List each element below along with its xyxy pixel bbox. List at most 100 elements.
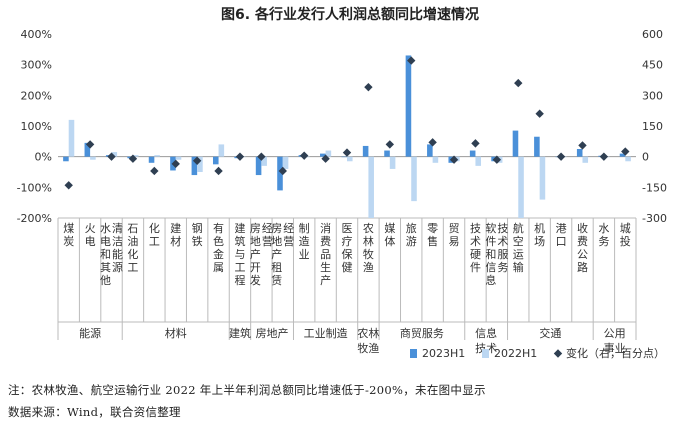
category-label: 收费公路 bbox=[577, 221, 588, 274]
legend-label: 2022H1 bbox=[494, 347, 537, 360]
change-marker bbox=[621, 147, 630, 156]
bar-2023H1 bbox=[212, 156, 219, 165]
bar-2022H1 bbox=[432, 156, 439, 163]
y-left-tick-label: -200% bbox=[17, 212, 52, 225]
y-right-tick-label: 150 bbox=[642, 120, 663, 133]
change-marker bbox=[150, 166, 159, 176]
change-marker bbox=[171, 159, 180, 169]
category-label: 机场 bbox=[534, 221, 545, 248]
group-label: 公用事业 bbox=[604, 327, 626, 355]
change-marker bbox=[492, 155, 502, 164]
bar-2022H1 bbox=[475, 156, 482, 166]
y-left-tick-label: 0% bbox=[35, 151, 52, 164]
y-right-tick-label: 300 bbox=[642, 89, 663, 102]
change-marker bbox=[471, 139, 480, 148]
bar-2023H1 bbox=[576, 149, 583, 157]
group-label: 商贸服务 bbox=[400, 326, 444, 340]
category-label: 有色金属 bbox=[213, 221, 224, 274]
group-label: 交通 bbox=[539, 326, 561, 340]
change-marker bbox=[514, 78, 523, 88]
category-label: 城投 bbox=[620, 222, 631, 248]
group-label: 建筑 bbox=[229, 326, 251, 340]
bar-2023H1 bbox=[362, 145, 369, 157]
change-marker bbox=[257, 152, 266, 161]
y-right-tick-label: 0 bbox=[642, 151, 649, 164]
category-label: 消费品生产 bbox=[320, 221, 331, 287]
bar-2023H1 bbox=[405, 55, 412, 157]
category-label: 零售 bbox=[427, 222, 438, 248]
bar-2023H1 bbox=[469, 150, 476, 157]
bar-2023H1 bbox=[63, 156, 69, 162]
bar-2022H1 bbox=[347, 156, 353, 162]
change-marker bbox=[321, 154, 330, 163]
chart-title: 图6. 各行业发行人利润总额同比增速情况 bbox=[221, 7, 479, 23]
category-label: 港口 bbox=[556, 222, 567, 248]
legend-swatch bbox=[553, 349, 563, 358]
bar-2022H1 bbox=[539, 156, 546, 200]
category-label: 贸易 bbox=[449, 222, 460, 248]
category-label: 火电 bbox=[85, 222, 96, 248]
group-label: 能源 bbox=[79, 326, 101, 340]
footnote: 注：农林牧渔、航空运输行业 2022 年上半年利润总额同比增速低于-200%，未… bbox=[8, 383, 486, 397]
bar-2023H1 bbox=[148, 156, 155, 163]
change-marker bbox=[407, 56, 416, 65]
bar-2023H1 bbox=[320, 153, 326, 157]
legend-swatch bbox=[410, 349, 417, 358]
category-label: 房地产租赁经营 bbox=[271, 222, 294, 287]
change-marker bbox=[235, 152, 245, 161]
y-left-tick-label: 400% bbox=[21, 28, 52, 41]
change-marker bbox=[385, 140, 395, 149]
bar-2022H1 bbox=[518, 156, 524, 218]
group-label: 房地产 bbox=[256, 326, 289, 340]
category-label: 旅游 bbox=[406, 221, 417, 248]
group-label: 信息技术 bbox=[475, 326, 497, 355]
group-labels: 能源 材料 建筑 房地产 工业制造 农林牧渔 商贸服务 信息技术 交通 公用事业 bbox=[79, 326, 625, 355]
bar-2023H1 bbox=[534, 136, 540, 157]
bar-2022H1 bbox=[368, 156, 374, 218]
bar-2023H1 bbox=[619, 153, 626, 157]
y-left-tick-label: 300% bbox=[21, 59, 52, 72]
change-marker bbox=[364, 82, 373, 92]
category-label: 制造业 bbox=[299, 222, 310, 261]
category-label: 化工 bbox=[149, 221, 160, 248]
group-label: 工业制造 bbox=[304, 326, 348, 340]
bars bbox=[63, 55, 631, 218]
category-label: 媒体 bbox=[384, 222, 395, 248]
legend-label: 变化（右，百分点） bbox=[566, 346, 665, 360]
category-label: 建材 bbox=[170, 221, 181, 248]
change-marker bbox=[599, 152, 609, 161]
change-markers bbox=[64, 56, 630, 190]
category-label: 水电和其他清洁能源 bbox=[100, 222, 123, 287]
legend-swatch bbox=[482, 349, 489, 358]
bar-2023H1 bbox=[384, 150, 390, 157]
change-marker bbox=[64, 181, 73, 190]
change-marker bbox=[128, 154, 138, 163]
category-label: 煤炭 bbox=[63, 222, 74, 248]
bar-2023H1 bbox=[84, 142, 91, 157]
bar-2022H1 bbox=[582, 156, 589, 163]
bar-2023H1 bbox=[512, 130, 519, 157]
bar-2022H1 bbox=[197, 156, 203, 172]
y-right-tick-label: 600 bbox=[642, 28, 663, 41]
bar-2022H1 bbox=[132, 155, 139, 157]
bar-2023H1 bbox=[277, 156, 283, 191]
y-left-tick-label: -100% bbox=[17, 181, 52, 194]
category-label: 钢铁 bbox=[192, 222, 203, 248]
change-marker bbox=[342, 148, 352, 157]
change-marker bbox=[278, 166, 287, 176]
change-marker bbox=[449, 155, 459, 164]
bar-2022H1 bbox=[282, 156, 289, 169]
change-marker bbox=[428, 138, 437, 147]
category-label: 石油化工 bbox=[127, 222, 138, 274]
category-label: 医疗保健 bbox=[342, 222, 353, 274]
change-marker bbox=[578, 141, 587, 150]
legend: 2023H1 2022H1 变化（右，百分点） bbox=[410, 346, 665, 360]
bar-2023H1 bbox=[427, 144, 433, 157]
bar-2022H1 bbox=[389, 156, 396, 169]
legend-label: 2023H1 bbox=[422, 347, 465, 360]
data-source: 数据来源：Wind，联合资信整理 bbox=[8, 405, 181, 419]
bar-2022H1 bbox=[625, 156, 631, 162]
category-label: 农林牧渔 bbox=[363, 221, 374, 274]
category-label: 软件和信息技术服务 bbox=[485, 221, 508, 287]
